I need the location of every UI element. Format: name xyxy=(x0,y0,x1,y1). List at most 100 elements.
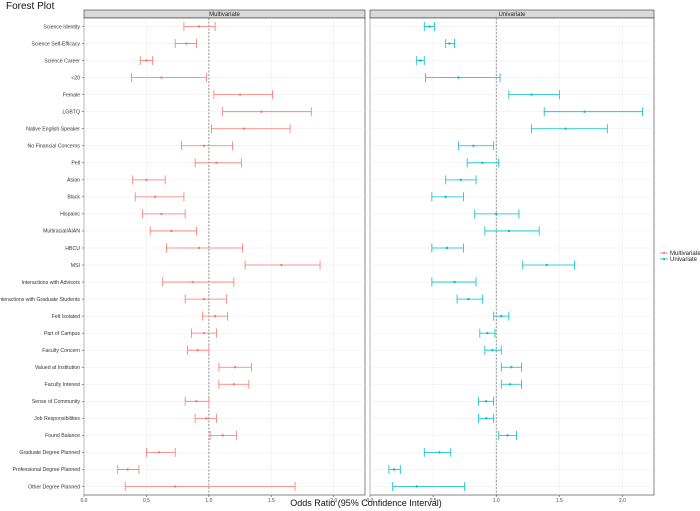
errorbar-univariate-job-responsibilities xyxy=(478,413,495,423)
x-tick-label: 2.0 xyxy=(330,498,337,504)
x-tick-label: 0.0 xyxy=(367,498,374,504)
errorbar-multivariate-20 xyxy=(131,73,207,83)
legend-label: Multivariate xyxy=(670,251,700,257)
point-estimate xyxy=(197,25,201,28)
x-tick-label: 1.5 xyxy=(268,498,275,504)
errorbar-univariate-faculty-interest xyxy=(500,379,522,389)
y-label-graduate-degree-planned: Graduate Degree Planned xyxy=(19,450,80,456)
errorbar-univariate-female xyxy=(508,90,560,100)
point-estimate xyxy=(157,451,161,454)
point-estimate xyxy=(564,127,567,130)
gridlines xyxy=(369,18,654,495)
y-label-no-financial-concerns: No Financial Concerns xyxy=(28,144,81,150)
y-label-part-of-campus: Part of Campus xyxy=(44,331,80,337)
y-label-faculty-concern: Faculty Concern xyxy=(42,348,80,354)
legend-key-point xyxy=(662,251,666,255)
y-label-faculty-interest: Faculty Interest xyxy=(45,382,81,388)
x-tick-label: 1.5 xyxy=(556,498,563,504)
y-label-felt-isolated: Felt Isolated xyxy=(52,314,80,320)
point-estimate xyxy=(196,348,199,352)
errorbar-multivariate-hispanic xyxy=(142,209,186,219)
errorbar-multivariate-faculty-interest xyxy=(218,379,250,389)
errorbar-univariate-found-balance xyxy=(498,430,517,440)
point-estimate xyxy=(221,434,224,437)
point-estimate xyxy=(195,400,198,403)
point-estimate xyxy=(428,25,431,28)
x-tick-label: 1.0 xyxy=(205,498,212,504)
y-label-science-career: Science Career xyxy=(44,58,80,64)
errorbar-multivariate-part-of-campus xyxy=(191,328,217,338)
x-tick-label: 0.0 xyxy=(81,498,88,504)
point-estimate xyxy=(506,434,509,437)
errorbar-univariate-interactions-with-graduate-students xyxy=(456,294,483,304)
point-estimate xyxy=(419,59,422,62)
errorbar-multivariate-other-degree-planned xyxy=(124,481,296,491)
errorbar-multivariate-native-english-speaker xyxy=(210,124,291,134)
errorbar-multivariate-no-financial-concerns xyxy=(181,141,234,151)
errorbar-univariate-black xyxy=(431,192,464,202)
point-estimate xyxy=(508,383,512,386)
point-estimate xyxy=(491,348,494,352)
errorbar-univariate-no-financial-concerns xyxy=(457,141,495,151)
point-estimate xyxy=(202,331,206,335)
errorbar-multivariate-asian xyxy=(132,175,166,185)
point-estimate xyxy=(530,93,533,96)
point-estimate xyxy=(160,212,163,216)
x-axis-label: Odds Ratio (95% Confidence Interval) xyxy=(290,498,442,508)
errorbar-univariate-science-self-efficacy xyxy=(445,39,455,49)
errorbar-multivariate-faculty-concern xyxy=(187,345,210,355)
point-estimate xyxy=(457,76,460,79)
point-estimate xyxy=(415,485,418,488)
chart-title: Forest Plot xyxy=(6,1,55,12)
y-label-found-balance: Found Balance xyxy=(45,433,80,439)
y-label-science-self-efficacy: Science Self-Efficacy xyxy=(31,41,80,47)
errorbar-univariate-multiracial-aian xyxy=(484,226,540,236)
y-label-asian: Asian xyxy=(67,178,80,184)
y-label-valued-at-institution: Valued at Institution xyxy=(35,365,80,371)
panel-frame xyxy=(369,17,655,496)
errorbar-multivariate-hbcu xyxy=(166,243,244,253)
point-estimate xyxy=(472,144,475,147)
errorbar-univariate-science-career xyxy=(416,56,425,66)
errorbar-univariate-other-degree-planned xyxy=(392,481,466,491)
point-estimate xyxy=(191,280,194,284)
errorbar-univariate-lgbtq xyxy=(543,107,644,117)
y-label-science-identity: Science Identity xyxy=(43,24,80,30)
legend-label: Univariate xyxy=(670,257,698,263)
point-estimate xyxy=(205,417,208,420)
point-estimate xyxy=(232,383,236,386)
point-estimate xyxy=(510,366,513,369)
point-estimate xyxy=(484,417,488,420)
x-tick-label: 1.0 xyxy=(493,498,500,504)
errorbar-multivariate-science-career xyxy=(139,56,154,66)
y-label-msi: MSI xyxy=(71,263,80,269)
panels-group: Multivariate Univariate xyxy=(83,9,655,496)
point-estimate xyxy=(145,59,148,62)
point-estimate xyxy=(213,314,217,318)
errorbar-multivariate-msi xyxy=(244,260,321,270)
errorbar-univariate-science-identity xyxy=(423,22,435,32)
errorbar-univariate-native-english-speaker xyxy=(531,124,608,134)
panel-frame xyxy=(83,17,366,496)
y-label-sense-of-community: Sense of Community xyxy=(32,399,81,405)
y-label-pell: Pell xyxy=(71,161,80,167)
errorbar-univariate-hbcu xyxy=(431,243,464,253)
point-estimate xyxy=(280,263,283,267)
point-estimate xyxy=(233,366,237,369)
errorbar-univariate-faculty-concern xyxy=(484,345,502,355)
point-estimate xyxy=(445,246,449,250)
errorbar-multivariate-interactions-with-graduate-students xyxy=(184,294,227,304)
point-estimate xyxy=(507,229,511,233)
errorbar-univariate-professional-degree-planned xyxy=(388,464,401,474)
y-label-interactions-with-advisors: Interactions with Advisors xyxy=(21,280,80,286)
y-label-20: <20 xyxy=(71,75,80,81)
errorbar-multivariate-science-identity xyxy=(183,22,216,32)
errorbar-multivariate-pell xyxy=(194,158,242,168)
y-label-native-english-speaker: Native English Speaker xyxy=(26,127,80,133)
point-estimate xyxy=(444,195,447,199)
y-label-hispanic: Hispanic xyxy=(60,212,80,218)
x-tick-label: 2.0 xyxy=(619,498,626,504)
errorbar-univariate-felt-isolated xyxy=(493,311,510,321)
errorbar-multivariate-job-responsibilities xyxy=(194,413,217,423)
point-estimate xyxy=(197,246,201,250)
